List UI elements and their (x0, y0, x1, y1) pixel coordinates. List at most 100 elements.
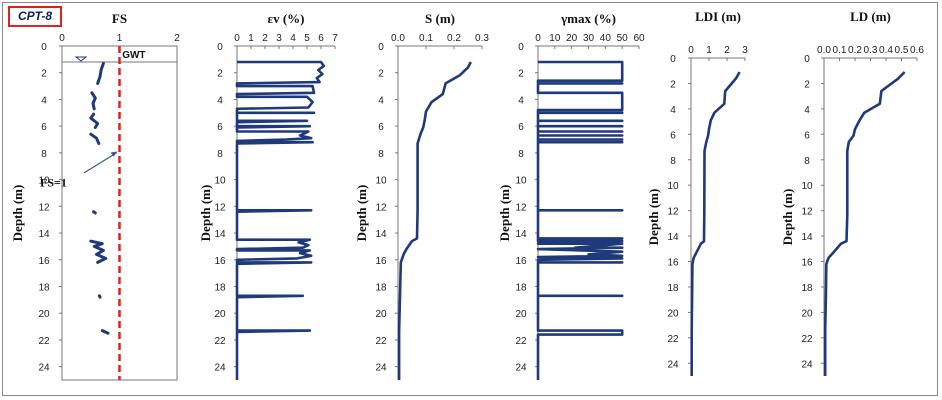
ev-x-tick-label: 6 (318, 33, 324, 44)
fs-title: FS (112, 11, 127, 26)
gwt-label: GWT (122, 50, 145, 61)
ev-x-tick-label: 0 (234, 33, 240, 44)
ldi-title: LDI (m) (695, 9, 741, 24)
gmax-depth-tick-label: 18 (515, 282, 527, 293)
ld-title: LD (m) (850, 9, 891, 24)
gmax-x-tick-label: 20 (566, 33, 578, 44)
s-depth-tick-label: 24 (375, 363, 387, 374)
fs-depth-tick-label: 18 (38, 282, 50, 293)
fs-depth-tick-label: 2 (41, 69, 47, 80)
gmax-depth-tick-label: 16 (515, 256, 527, 267)
fs-reference-label: FS=1 (40, 175, 67, 189)
ld-depth-tick-label: 8 (804, 156, 810, 167)
ldi-depth-tick-label: 20 (667, 308, 679, 319)
s-title: S (m) (425, 11, 455, 26)
s-data-line (397, 61, 472, 380)
ldi-depth-tick-label: 12 (667, 207, 679, 218)
ldi-x-tick-label: 2 (724, 45, 730, 56)
ld-x-tick-label: 0.4 (879, 45, 893, 56)
gmax-x-tick-label: 10 (549, 33, 561, 44)
ev-depth-tick-label: 20 (214, 309, 226, 320)
s-depth-tick-label: 12 (375, 202, 387, 213)
gmax-depth-tick-label: 24 (515, 363, 527, 374)
gwt-marker-icon (74, 56, 88, 62)
ev-depth-tick-label: 22 (214, 336, 226, 347)
fs-data-segment (97, 294, 102, 299)
ld-data-line (823, 71, 906, 376)
ev-x-tick-label: 5 (304, 33, 310, 44)
ld-depth-tick-label: 24 (801, 359, 813, 370)
ld-depth-tick-label: 6 (804, 130, 810, 141)
ev-depth-tick-label: 24 (214, 363, 226, 374)
gmax-depth-tick-label: 22 (515, 336, 527, 347)
gmax-title: γmax (%) (560, 11, 616, 26)
s-x-tick-label: 0.0 (391, 33, 405, 44)
gmax-depth-tick-label: 0 (518, 42, 524, 53)
s-x-tick-label: 0.2 (447, 33, 461, 44)
fs-depth-tick-label: 20 (38, 309, 50, 320)
ldi-depth-tick-label: 2 (670, 79, 676, 90)
ld-depth-tick-label: 22 (801, 334, 813, 345)
s-depth-tick-label: 0 (378, 42, 384, 53)
ldi-depth-tick-label: 24 (667, 359, 679, 370)
ld-depth-tick-label: 2 (804, 79, 810, 90)
gmax-depth-tick-label: 14 (515, 229, 527, 240)
s-depth-tick-label: 4 (378, 95, 384, 106)
ld-x-tick-label: 0.2 (848, 45, 862, 56)
fs-depth-tick-label: 24 (38, 363, 50, 374)
s-depth-tick-label: 14 (375, 229, 387, 240)
ldi-depth-tick-label: 8 (670, 156, 676, 167)
fs-depth-tick-label: 14 (38, 229, 50, 240)
ldi-x-tick-label: 3 (742, 45, 748, 56)
ldi-depth-tick-label: 18 (667, 283, 679, 294)
ev-depth-tick-label: 8 (217, 149, 223, 160)
ev-depth-tick-label: 4 (217, 95, 223, 106)
ld-depth-tick-label: 20 (801, 308, 813, 319)
ldi-depth-tick-label: 0 (670, 54, 676, 65)
gmax-depth-tick-label: 2 (518, 69, 524, 80)
ev-x-tick-label: 3 (276, 33, 282, 44)
gmax-data-line (536, 60, 624, 380)
fs-data-segment (96, 61, 105, 85)
fs-arrow-head-icon (110, 151, 118, 157)
fs-depth-tick-label: 6 (41, 122, 47, 133)
fs-depth-tick-label: 12 (38, 202, 50, 213)
ev-depth-tick-label: 14 (214, 229, 226, 240)
s-depth-tick-label: 22 (375, 336, 387, 347)
fs-data-segment (90, 91, 97, 111)
gmax-depth-tick-label: 10 (515, 176, 527, 187)
ld-x-tick-label: 0.6 (910, 45, 924, 56)
gmax-depth-tick-label: 12 (515, 202, 527, 213)
ldi-x-tick-label: 1 (706, 45, 712, 56)
ev-title: εv (%) (268, 11, 305, 26)
s-x-tick-label: 0.1 (419, 33, 433, 44)
gmax-depth-tick-label: 6 (518, 122, 524, 133)
ld-x-tick-label: 0.3 (864, 45, 878, 56)
fs-depth-tick-label: 22 (38, 336, 50, 347)
ldi-x-tick-label: 0 (688, 45, 694, 56)
fs-data-segment (92, 210, 97, 215)
ev-y-label: Depth (m) (198, 185, 213, 242)
ev-depth-tick-label: 10 (214, 176, 226, 187)
ev-x-tick-label: 2 (262, 33, 268, 44)
s-depth-tick-label: 6 (378, 122, 384, 133)
gmax-depth-tick-label: 20 (515, 309, 527, 320)
fs-y-label: Depth (m) (10, 185, 25, 242)
ld-depth-tick-label: 18 (801, 283, 813, 294)
s-depth-tick-label: 16 (375, 256, 387, 267)
gmax-x-tick-label: 40 (600, 33, 612, 44)
ld-depth-tick-label: 12 (801, 207, 813, 218)
ld-depth-tick-label: 4 (804, 105, 810, 116)
fs-depth-tick-label: 4 (41, 95, 47, 106)
gmax-y-label: Depth (m) (497, 185, 512, 242)
s-x-tick-label: 0.3 (475, 33, 489, 44)
ldi-depth-tick-label: 10 (667, 181, 679, 192)
fs-data-segment (89, 239, 108, 264)
s-depth-tick-label: 8 (378, 149, 384, 160)
ev-depth-tick-label: 0 (217, 42, 223, 53)
s-depth-tick-label: 10 (375, 176, 387, 187)
ev-depth-tick-label: 2 (217, 69, 223, 80)
s-depth-tick-label: 18 (375, 282, 387, 293)
gmax-x-tick-label: 60 (633, 33, 645, 44)
ev-x-tick-label: 4 (290, 33, 296, 44)
